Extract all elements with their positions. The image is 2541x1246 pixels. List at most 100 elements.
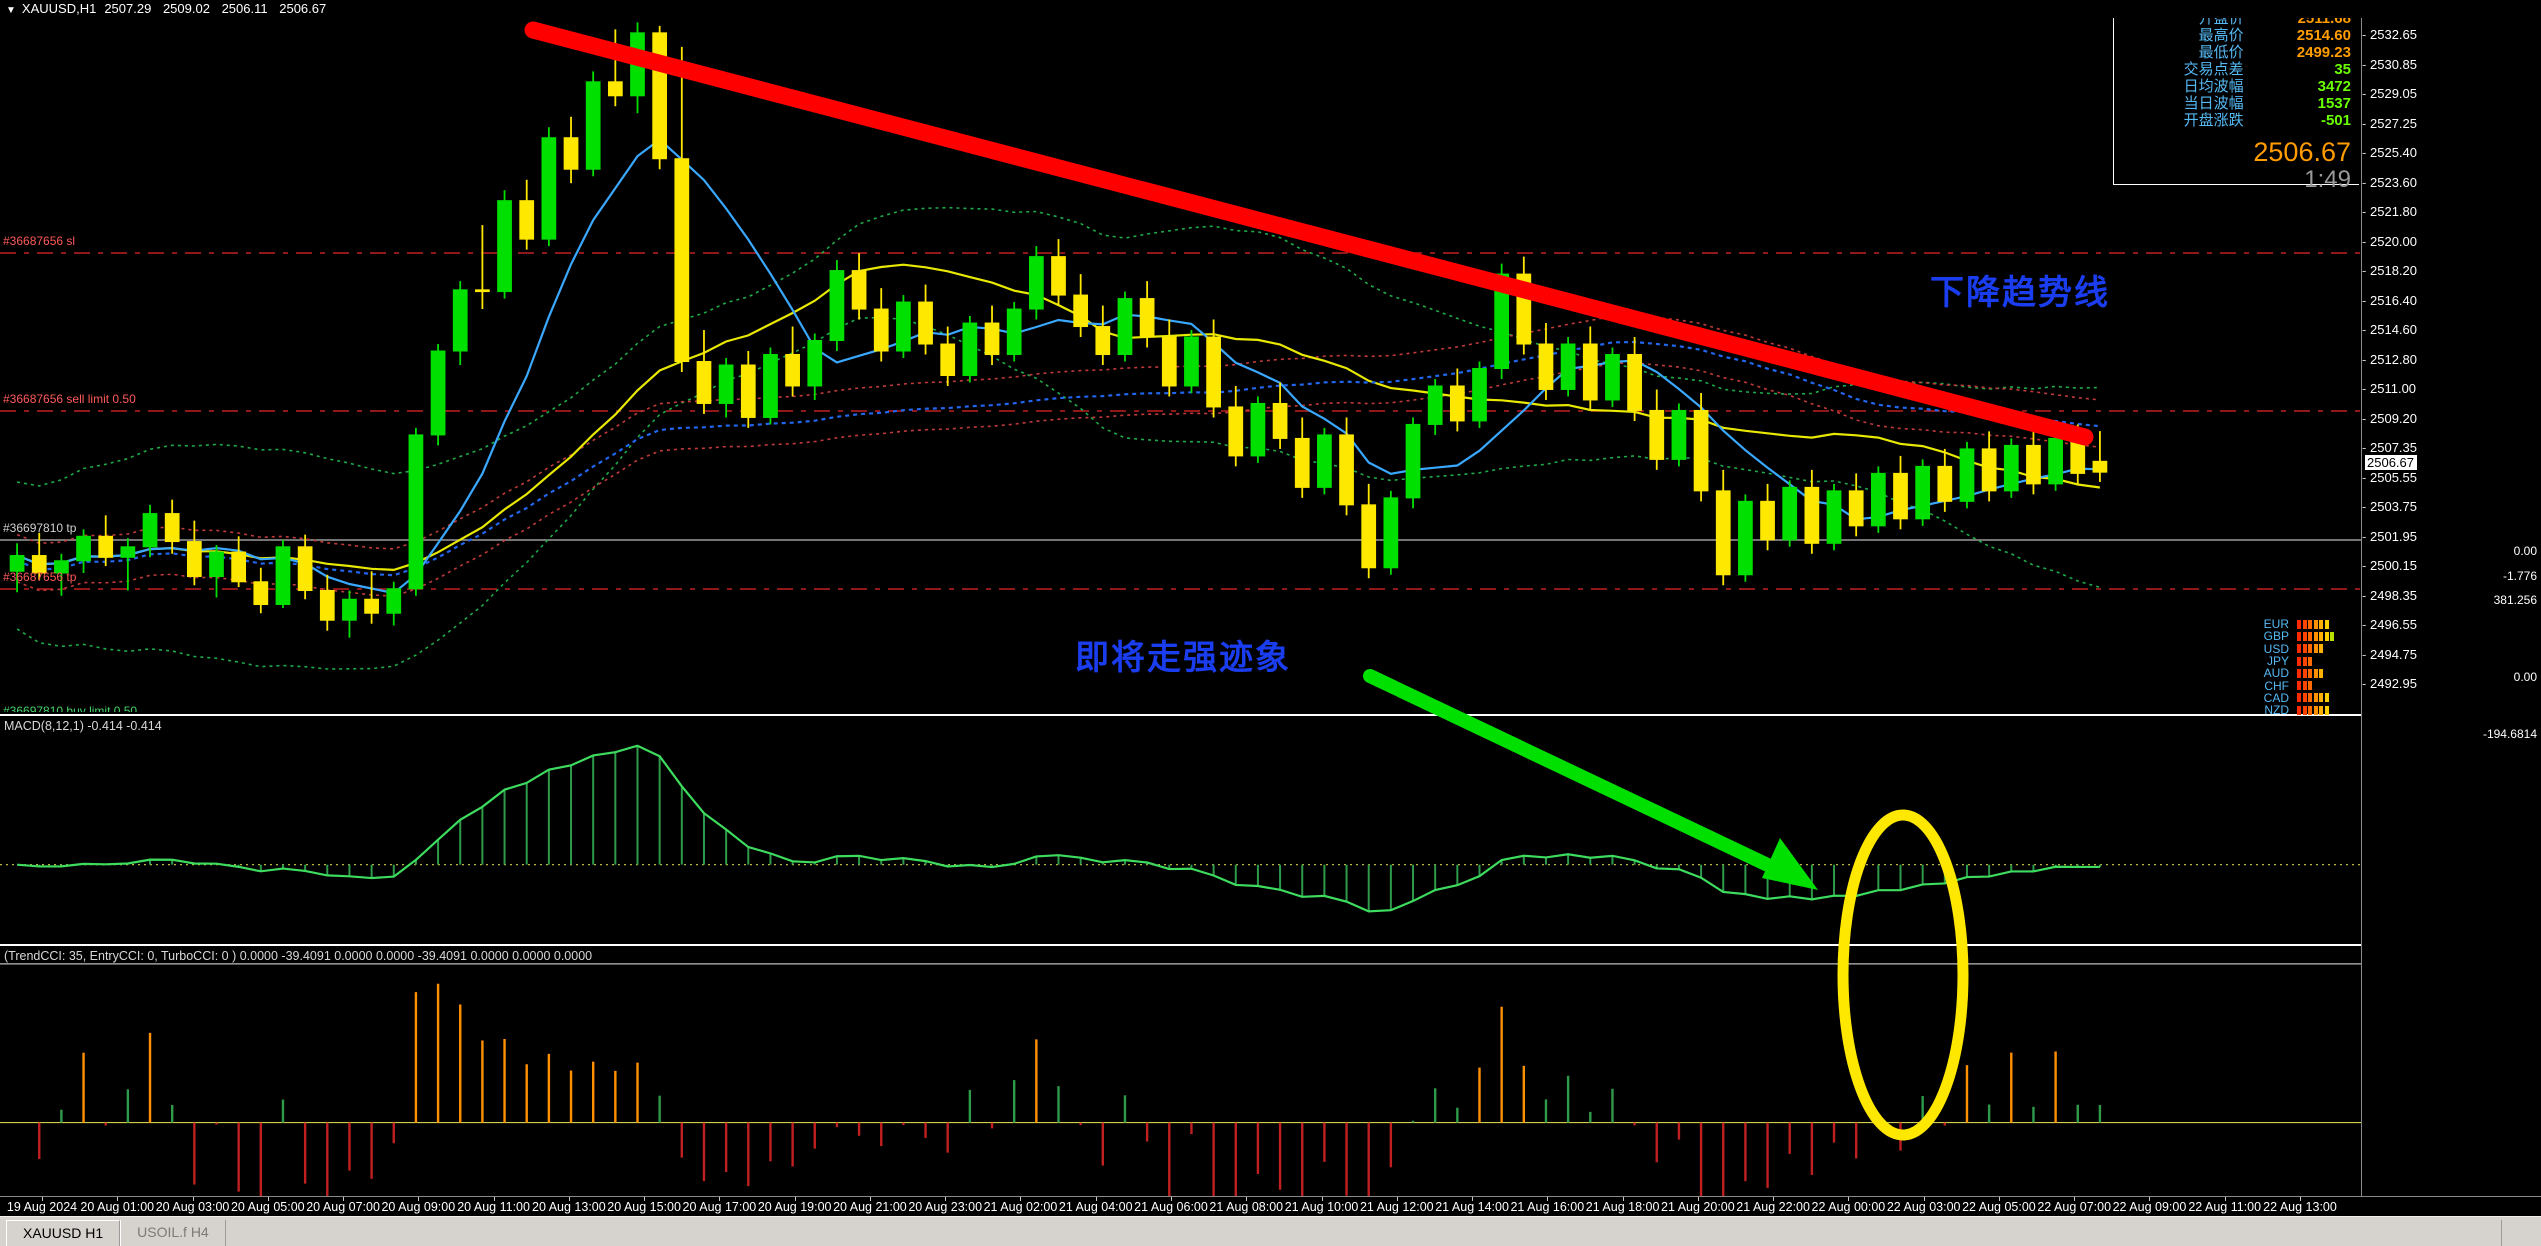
chart-tab-inactive[interactable]: USOIL.f H4 — [120, 1220, 226, 1246]
tabbar-scroll-region[interactable] — [2501, 1220, 2541, 1246]
time-tick-mark — [2300, 1197, 2301, 1201]
cci-pane[interactable]: (TrendCCI: 35, EntryCCI: 0, TurboCCI: 0 … — [0, 944, 2541, 1196]
cci-pane-label: (TrendCCI: 35, EntryCCI: 0, TurboCCI: 0 … — [4, 949, 593, 963]
time-tick-label: 21 Aug 20:00 — [1661, 1200, 1735, 1214]
time-tick-label: 20 Aug 07:00 — [306, 1200, 380, 1214]
currency-strength-row: AUD — [2249, 667, 2359, 679]
currency-strength-row: CAD — [2249, 692, 2359, 704]
macd-min-tick: -1.776 — [2502, 569, 2537, 583]
chart-tab-active[interactable]: XAUUSD H1 — [6, 1220, 121, 1246]
time-tick-mark — [794, 1197, 796, 1201]
currency-strength-row: CHF — [2249, 679, 2359, 692]
time-tick-label: 20 Aug 15:00 — [607, 1200, 681, 1214]
time-tick-mark — [2224, 1197, 2226, 1201]
time-tick-mark — [1848, 1197, 1850, 1201]
info-row-value: -501 — [2320, 112, 2351, 129]
cci-plot-area[interactable] — [0, 946, 2361, 1196]
macd-plot-area[interactable] — [0, 716, 2361, 942]
macd-pane-label: MACD(8,12,1) -0.414 -0.414 — [4, 719, 162, 733]
time-axis[interactable]: 19 Aug 2024 20 Aug 01:00 20 Aug 03:00 20 Au… — [0, 1196, 2541, 1216]
time-tick-label: 21 Aug 08:00 — [1209, 1200, 1284, 1214]
price-tick: -2525.40 — [2362, 145, 2417, 160]
triangle-down-icon[interactable]: ▼ — [6, 5, 16, 16]
info-row-label: 开盘涨跌 — [2183, 112, 2244, 129]
time-tick-mark — [42, 1197, 43, 1201]
cci-histogram-layer — [0, 963, 2361, 1196]
cci-zero-tick: 0.00 — [2513, 670, 2537, 684]
time-tick-mark — [719, 1197, 721, 1201]
time-tick-label: 20 Aug 01:00 — [80, 1200, 155, 1214]
price-tick: -2498.35 — [2362, 587, 2417, 603]
time-tick-mark — [1472, 1197, 1474, 1201]
ohlc-close: 2506.67 — [279, 1, 327, 16]
info-row: 最高价 2514.60 — [2128, 27, 2351, 44]
time-tick-label: 22 Aug 09:00 — [2112, 1200, 2187, 1214]
market-info-table: 开盘价 2511.68 最高价 2514.60 最低价 2499.23 交易点差 35 日均波幅… — [2128, 10, 2351, 129]
time-tick-mark — [869, 1197, 871, 1201]
time-tick-label: 21 Aug 14:00 — [1435, 1200, 1509, 1214]
time-tick-mark — [1246, 1197, 1248, 1201]
price-scale[interactable]: -2532.65 -2530.85 -2529.05 -2527.25 -2525.40… — [2361, 18, 2541, 1196]
time-tick-label: 21 Aug 22:00 — [1736, 1200, 1810, 1214]
time-tick-mark — [1020, 1197, 1022, 1201]
time-tick-mark — [1998, 1197, 2000, 1201]
annotation-downtrend: 下降趋势线 — [1930, 274, 2110, 312]
time-tick-mark — [1171, 1197, 1172, 1201]
time-tick-mark — [1773, 1197, 1775, 1201]
macd-pane[interactable]: MACD(8,12,1) -0.414 -0.414 — [0, 714, 2541, 942]
time-tick-label: 21 Aug 16:00 — [1510, 1200, 1585, 1214]
time-tick-mark — [493, 1197, 495, 1201]
price-candles-layer — [0, 22, 2361, 670]
currency-strength-bars — [2297, 693, 2359, 703]
order-level-label: #36687656 sl — [3, 234, 76, 248]
ohlc-low: 2506.11 — [221, 1, 268, 16]
info-row-value: 2514.60 — [2296, 27, 2351, 44]
time-tick-mark — [644, 1197, 646, 1201]
price-tick: -2507.35 — [2362, 440, 2417, 455]
currency-code: EUR — [2263, 617, 2289, 632]
time-tick-mark — [192, 1197, 194, 1201]
price-tick: -2532.65 — [2362, 27, 2417, 42]
time-tick-mark — [1923, 1197, 1925, 1201]
price-tick: -2530.85 — [2362, 56, 2417, 72]
time-tick-label: 20 Aug 17:00 — [682, 1200, 757, 1214]
time-tick-label: 20 Aug 11:00 — [457, 1200, 530, 1214]
time-tick-label: 22 Aug 13:00 — [2263, 1200, 2337, 1214]
market-info-panel: 开盘价 2511.68 最高价 2514.60 最低价 2499.23 交易点差 35 日均波幅… — [2113, 3, 2359, 193]
price-tick: -2501.95 — [2362, 528, 2417, 544]
currency-strength-row: EUR — [2249, 618, 2359, 630]
currency-strength-bars — [2297, 619, 2359, 629]
time-tick-label: 20 Aug 13:00 — [532, 1200, 606, 1214]
price-tick: -2500.15 — [2362, 558, 2417, 573]
currency-code: USD — [2263, 641, 2289, 656]
macd-zero-tick: 0.00 — [2513, 544, 2537, 558]
info-row-value: 1537 — [2317, 95, 2351, 112]
time-tick-label: 22 Aug 03:00 — [1886, 1200, 1961, 1214]
price-tick: -2494.75 — [2362, 646, 2417, 662]
time-tick-mark — [267, 1197, 269, 1201]
currency-code: NZD — [2264, 703, 2289, 718]
order-level-label: #36687656 tp — [3, 570, 77, 584]
currency-strength-bars — [2297, 705, 2359, 715]
cci-min-tick: -194.6814 — [2482, 727, 2537, 741]
time-tick-label: 21 Aug 06:00 — [1134, 1200, 1208, 1214]
time-tick-label: 20 Aug 23:00 — [908, 1200, 983, 1214]
currency-strength-row: NZD — [2249, 704, 2359, 716]
order-level-label: #36697810 tp — [3, 521, 77, 535]
chart-tab-bar[interactable]: XAUUSD H1 USOIL.f H4 — [0, 1216, 2541, 1246]
time-tick-mark — [1622, 1197, 1624, 1201]
currency-strength-row: JPY — [2249, 655, 2359, 667]
macd-histogram-layer — [0, 744, 2361, 913]
order-level-label: #36697810 buy limit 0.50 — [3, 704, 138, 713]
time-tick-label: 21 Aug 18:00 — [1585, 1200, 1660, 1214]
time-tick-label: 22 Aug 11:00 — [2188, 1200, 2262, 1214]
time-tick-label: 22 Aug 05:00 — [1962, 1200, 2036, 1214]
price-plot-area[interactable] — [0, 18, 2361, 712]
ohlc-open: 2507.29 — [104, 1, 152, 16]
time-tick-label: 20 Aug 03:00 — [155, 1200, 230, 1214]
price-tick: -2511.00 — [2362, 381, 2417, 396]
info-row-label: 最低价 — [2198, 44, 2244, 61]
time-tick-label: 20 Aug 05:00 — [230, 1200, 305, 1214]
time-tick-label: 20 Aug 19:00 — [757, 1200, 832, 1214]
